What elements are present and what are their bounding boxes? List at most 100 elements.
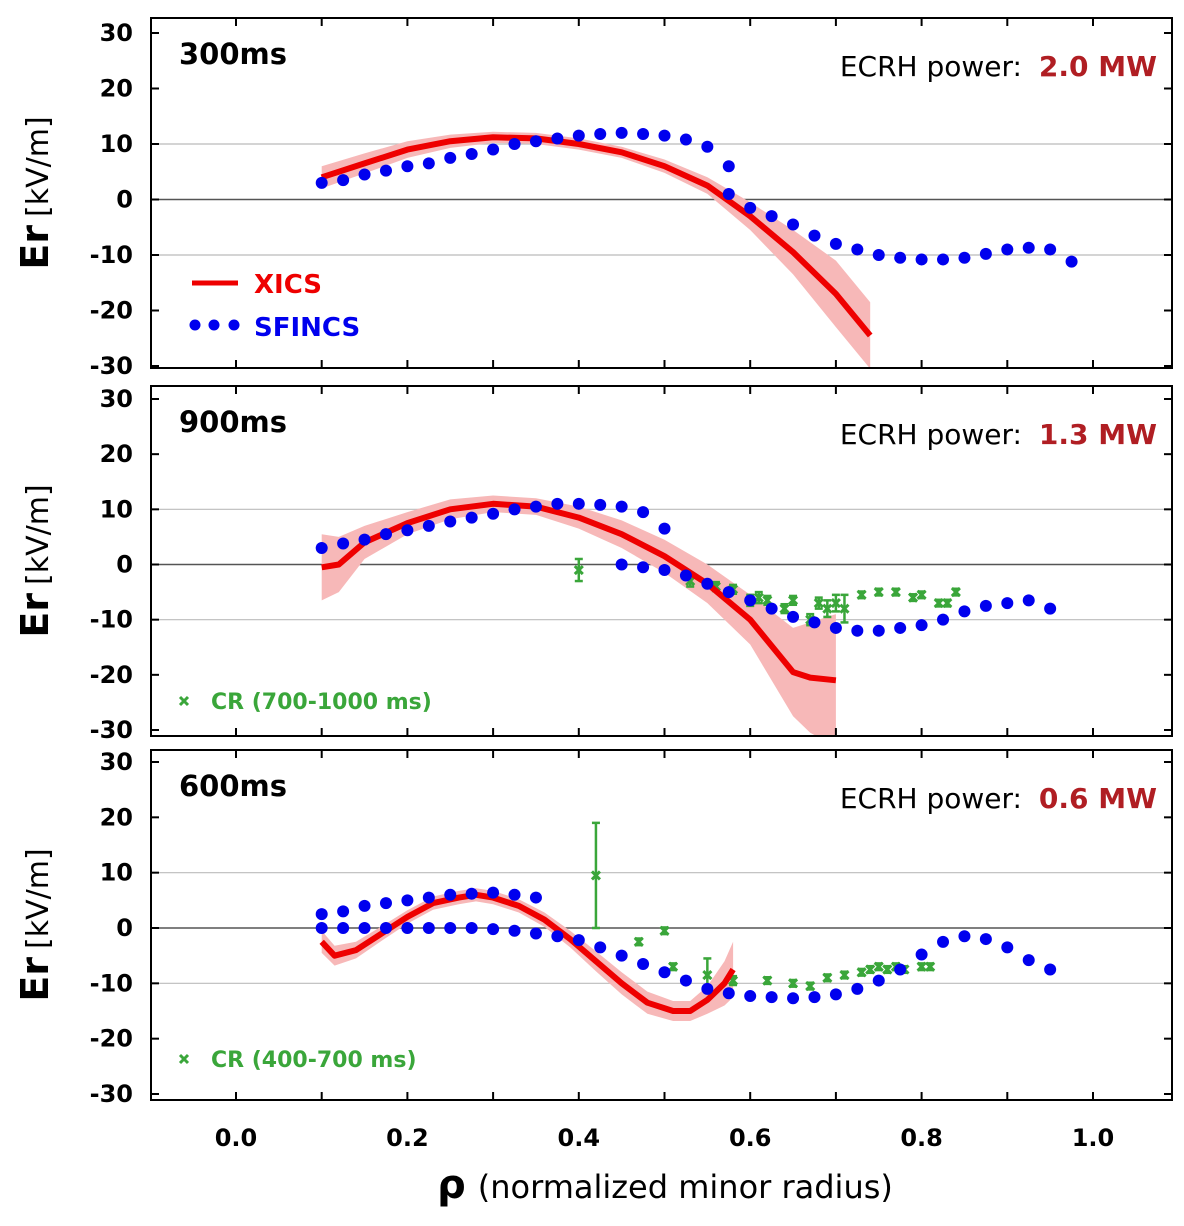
sfincs-point [444, 922, 457, 934]
y-tick-label: 0 [116, 551, 133, 579]
sfincs-point [701, 982, 714, 995]
legend-sfincs-swatch [208, 319, 220, 331]
sfincs-point [958, 251, 971, 264]
plot-frame [150, 749, 1173, 1101]
x-tick-label: 0.6 [729, 1124, 772, 1152]
svg-text:ρ(normalized minor radius): ρ (normalized minor radius) [437, 1162, 893, 1208]
sfincs-point [358, 168, 371, 181]
xics-line [320, 134, 873, 338]
sfincs-point [315, 176, 328, 189]
sfincs-point [487, 507, 500, 520]
sfincs-point [851, 624, 864, 637]
sfincs-point [787, 610, 800, 623]
panel-time-label: 300ms [179, 37, 287, 71]
y-tick-label: 10 [100, 495, 133, 523]
sfincs-point [379, 164, 392, 177]
sfincs-point [744, 990, 757, 1003]
y-axis-label: Er [kV/m] [13, 116, 57, 269]
panel-600ms: 30 20 10 0 -10 -20 -30 Er [kV/m] 600ms ECRH power:… [13, 748, 1173, 1152]
cr-point [865, 964, 876, 975]
sfincs-point [787, 992, 800, 1005]
panel-time-label: 600ms [179, 769, 287, 803]
cr-point [822, 972, 833, 983]
sfincs-point [979, 599, 992, 612]
legend-xics-label: XICS [254, 270, 322, 300]
ecrh-power-value: 2.0 MW [1039, 50, 1157, 83]
sfincs-point [637, 506, 650, 519]
cr-point [787, 595, 799, 606]
sfincs-point [808, 616, 821, 629]
sfincs-point [572, 129, 585, 142]
y-tick-label: 0 [116, 914, 133, 942]
sfincs-point [958, 930, 971, 943]
sfincs-point [508, 503, 521, 516]
sfincs-point [915, 619, 928, 632]
sfincs-point [1022, 241, 1035, 254]
cr-point [813, 598, 824, 609]
sfincs-point [529, 891, 542, 904]
sfincs-point [894, 251, 907, 264]
cr-point [856, 967, 867, 978]
xics-line [321, 500, 837, 684]
y-tick-label: -20 [90, 1025, 133, 1053]
y-axis-label-unit: [kV/m] [21, 484, 56, 585]
xics-uncertainty-band [321, 495, 836, 736]
sfincs-point [615, 558, 628, 571]
x-axis-symbol: ρ [437, 1162, 466, 1208]
cr-point [573, 564, 584, 576]
cr-point [702, 969, 713, 981]
sfincs-point [337, 922, 350, 934]
y-tick-label: -30 [90, 1080, 133, 1108]
sfincs-point [722, 187, 735, 200]
cr-point [873, 961, 884, 972]
sfincs-point [594, 498, 607, 511]
cr-point [916, 961, 927, 972]
y-tick-label: -30 [90, 716, 133, 744]
sfincs-point [465, 887, 478, 900]
sfincs-point [765, 991, 778, 1004]
cr-point [907, 592, 919, 603]
sfincs-point [401, 922, 414, 934]
sfincs-point [465, 511, 478, 524]
ecrh-power-label: ECRH power: 2.0 MW [840, 50, 1157, 83]
sfincs-point [872, 249, 885, 261]
sfincs-point [572, 497, 585, 510]
legend-cr-label: CR (700-1000 ms) [211, 690, 432, 715]
sfincs-point [337, 174, 350, 187]
sfincs-point [851, 982, 864, 995]
sfincs-point [979, 247, 992, 260]
y-tick-label: -30 [90, 352, 133, 380]
x-tick-label: 1.0 [1072, 1124, 1115, 1152]
x-tick-label: 0.2 [386, 1124, 429, 1152]
sfincs-point [658, 564, 671, 577]
sfincs-point [958, 605, 971, 618]
sfincs-point [872, 974, 885, 987]
plot-frame [150, 385, 1173, 737]
plot-area [315, 126, 1078, 368]
sfincs-point [701, 577, 714, 590]
sfincs-point [937, 935, 950, 948]
sfincs-point [465, 147, 478, 160]
sfincs-point [358, 533, 371, 546]
y-tick-label: -20 [90, 297, 133, 325]
cr-point [856, 589, 867, 600]
cr-point [787, 978, 799, 989]
sfincs-point [529, 927, 542, 940]
sfincs-point [358, 899, 371, 912]
sfincs-point [379, 897, 392, 910]
cr-point [933, 598, 944, 609]
plot-frame [150, 17, 1173, 369]
cr-point [822, 603, 833, 614]
y-tick-label: 20 [100, 803, 133, 831]
sfincs-point [594, 941, 607, 954]
sfincs-point [508, 138, 521, 150]
sfincs-point [658, 522, 671, 535]
xics-uncertainty-band [321, 131, 871, 368]
sfincs-point [422, 922, 435, 934]
sfincs-point [551, 132, 564, 145]
cr-point [830, 598, 841, 609]
sfincs-point [1065, 255, 1078, 268]
sfincs-point [551, 930, 564, 943]
cr-point [950, 587, 961, 598]
